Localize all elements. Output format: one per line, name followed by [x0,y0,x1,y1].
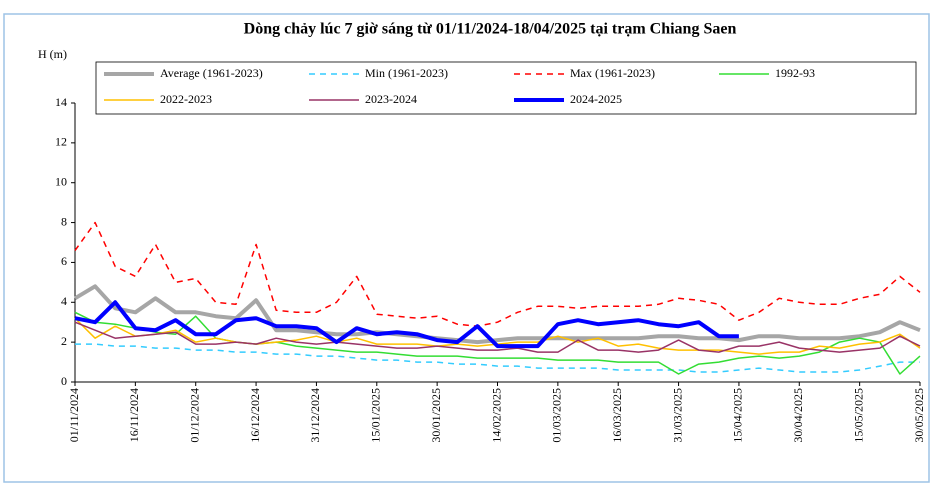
x-tick-label: 01/03/2025 [550,388,564,443]
legend-label: Average (1961-2023) [160,66,263,80]
x-tick-label: 01/11/2024 [67,388,81,442]
x-tick-label: 30/01/2025 [429,388,443,443]
line-series [74,300,739,349]
y-tick-label: 8 [61,214,67,228]
x-tick-label: 01/12/2024 [187,388,201,443]
line-series [75,343,920,373]
x-tick-label: 16/03/2025 [610,388,624,443]
y-tick-label: 6 [61,254,67,268]
x-tick-label: 30/05/2025 [912,388,926,443]
y-tick-label: 4 [61,294,67,308]
x-tick-label: 31/12/2024 [308,388,322,443]
line-series [74,221,921,327]
legend-label: 1992-93 [775,66,815,80]
legend [95,61,917,115]
legend-label: 2023-2024 [365,92,417,106]
x-tick-label: 15/01/2025 [369,388,383,443]
y-tick-label: 0 [61,374,67,388]
x-tick-label: 15/04/2025 [731,388,745,443]
line-series [73,284,921,345]
y-tick-label: 12 [55,135,67,149]
legend-label: 2022-2023 [160,92,212,106]
legend-label: Min (1961-2023) [365,66,448,80]
y-tick-label: 2 [61,334,67,348]
x-tick-label: 31/03/2025 [670,388,684,443]
x-tick-label: 30/04/2025 [791,388,805,443]
legend-label: Max (1961-2023) [570,66,655,80]
y-tick-label: 10 [55,174,67,188]
x-tick-label: 16/11/2024 [127,388,141,442]
x-tick-label: 14/02/2025 [489,388,503,443]
y-tick-label: 14 [55,95,67,109]
line-series [74,321,921,353]
legend-label: 2024-2025 [570,92,622,106]
y-axis-label: H (m) [38,47,67,61]
chart-title: Dòng chảy lúc 7 giờ sáng từ 01/11/2024-1… [244,21,737,38]
x-tick-label: 16/12/2024 [248,388,262,443]
x-tick-label: 15/05/2025 [851,388,865,443]
